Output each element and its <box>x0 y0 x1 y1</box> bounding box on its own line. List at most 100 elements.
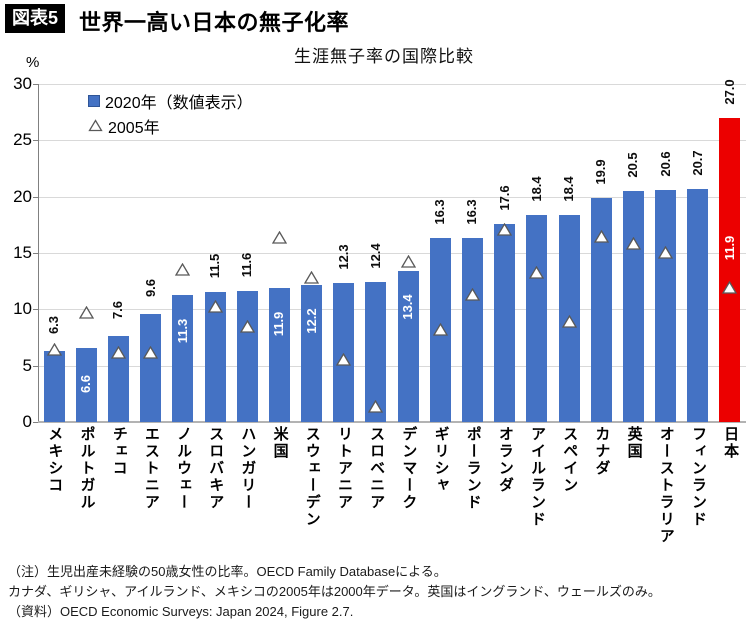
bar-value-label: 19.9 <box>593 159 609 185</box>
x-category-label: フィンランド <box>682 426 714 598</box>
bar <box>172 294 194 422</box>
triangle-marker-icon <box>529 265 545 284</box>
bar-value-label: 20.5 <box>625 152 641 178</box>
triangle-marker-icon <box>271 231 287 249</box>
bar-value-label: 12.4 <box>367 243 383 269</box>
x-category-label-text: カナダ <box>593 426 611 477</box>
triangle-marker-icon <box>175 262 191 281</box>
x-category-label-text: スペイン <box>561 426 579 494</box>
y-axis-tick <box>33 365 38 367</box>
x-category-label: スペイン <box>553 426 585 598</box>
footnotes: （注）生児出産未経験の50歳女性の比率。OECD Family Database… <box>8 562 661 622</box>
x-category-label: メキシコ <box>38 426 70 598</box>
y-tick-label: 25 <box>13 130 32 150</box>
gridline <box>38 253 746 254</box>
bar-value-label: 20.6 <box>657 151 673 177</box>
x-category-label: アイルランド <box>521 426 553 598</box>
bar-value-label: 16.3 <box>464 199 480 225</box>
bar <box>719 117 741 422</box>
triangle-marker-icon <box>464 287 481 306</box>
gridline <box>38 84 746 85</box>
bar-value-label: 11.9 <box>271 311 287 337</box>
marker-value-label: 11.9 <box>721 235 737 261</box>
x-category-label: ポルトガル <box>70 426 102 598</box>
bar-value-label: 11.3 <box>174 318 190 343</box>
bar-value-label: 9.6 <box>142 278 158 297</box>
y-axis-tick <box>33 84 38 85</box>
x-category-label-text: スウェーデン <box>303 426 321 528</box>
x-category-label-text: メキシコ <box>46 426 64 494</box>
x-category-label-text: スロベニア <box>368 426 386 511</box>
triangle-marker-icon <box>239 320 255 338</box>
legend-label: 2005年 <box>108 119 160 137</box>
x-category-label-text: デンマーク <box>400 426 418 511</box>
y-axis-tick <box>33 140 38 142</box>
bar <box>204 292 226 422</box>
bar-value-label: 18.4 <box>528 176 544 202</box>
triangle-marker-icon <box>593 229 609 248</box>
y-tick-label: 15 <box>13 243 32 262</box>
x-category-label-text: スロバキア <box>207 426 225 511</box>
x-category-label: スロバキア <box>199 426 231 598</box>
gridline <box>38 140 746 142</box>
x-category-label-text: 日本 <box>722 426 740 460</box>
bar <box>526 214 548 422</box>
x-category-label-text: ギリシャ <box>432 426 450 494</box>
triangle-marker-icon <box>142 345 159 364</box>
bar-value-label: 20.7 <box>689 150 705 176</box>
y-axis-unit-label: % <box>26 54 40 71</box>
bar <box>301 284 323 422</box>
x-category-label: 日本 <box>714 426 746 598</box>
x-category-label-text: 米国 <box>271 426 289 460</box>
x-category-label-text: チェコ <box>110 426 128 477</box>
triangle-marker-icon <box>722 280 738 299</box>
x-category-label-text: ハンガリー <box>239 426 257 511</box>
bar <box>75 347 97 422</box>
triangle-marker-icon <box>336 352 352 371</box>
bar-value-label: 12.2 <box>303 307 319 334</box>
x-category-label: スロベニア <box>360 426 392 598</box>
bar-value-label: 27.0 <box>721 79 737 105</box>
y-axis-tick <box>33 253 38 254</box>
y-tick-label: 0 <box>22 412 32 431</box>
x-category-label-text: 英国 <box>625 426 643 460</box>
bar <box>365 282 387 422</box>
triangle-marker-icon <box>625 236 641 255</box>
gridline <box>38 196 746 198</box>
bar-value-label: 6.3 <box>46 315 62 335</box>
bar-value-label: 16.3 <box>432 199 448 225</box>
bar-value-label: 6.6 <box>78 374 94 393</box>
footnote-line: （資料）OECD Economic Surveys: Japan 2024, F… <box>8 604 354 619</box>
bar-value-label: 12.3 <box>335 244 351 271</box>
x-category-label: 米国 <box>263 426 295 598</box>
footnote-line: （注）生児出産未経験の50歳女性の比率。OECD Family Database… <box>8 564 447 579</box>
bar <box>140 313 162 422</box>
x-category-label-text: ノルウェー <box>175 426 193 511</box>
x-category-label-text: ポーランド <box>464 426 482 511</box>
triangle-marker-icon <box>46 342 62 361</box>
legend-item-2005: 2005年 <box>88 113 253 138</box>
legend-square-icon <box>88 94 100 107</box>
bar <box>687 188 709 422</box>
bar <box>494 223 516 422</box>
figure-title: 世界一高い日本の無子化率 <box>79 10 350 35</box>
bar-value-label: 18.4 <box>561 176 576 202</box>
figure-number-badge: 図表5 <box>5 4 66 33</box>
y-tick-label: 10 <box>13 299 32 319</box>
y-axis-tick <box>33 309 38 311</box>
chart-plot: 0 5 10 15 20 25 30 6.3 6.6 7.6 9.6 11.3 11.5 11.6 11.9… <box>13 75 746 431</box>
x-category-label: 英国 <box>617 426 649 598</box>
triangle-marker-icon <box>207 299 223 318</box>
triangle-marker-icon <box>303 270 320 289</box>
x-category-label-text: フィンランド <box>689 426 707 528</box>
bar <box>461 238 483 422</box>
triangle-marker-icon <box>561 314 577 333</box>
y-tick-label: 5 <box>22 355 32 375</box>
x-category-label: ノルウェー <box>167 426 199 598</box>
x-category-label: カナダ <box>585 426 617 598</box>
bar <box>333 283 355 422</box>
bar <box>655 189 677 422</box>
y-axis-line <box>38 84 39 422</box>
x-axis-line <box>38 421 746 423</box>
